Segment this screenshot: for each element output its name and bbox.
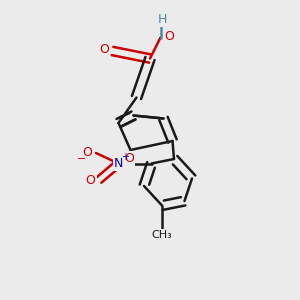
Text: O: O (99, 43, 109, 56)
Text: N: N (114, 157, 123, 170)
Text: O: O (164, 29, 174, 43)
Text: O: O (86, 174, 95, 188)
Text: O: O (124, 152, 134, 165)
Text: +: + (121, 152, 129, 162)
Text: H: H (157, 13, 167, 26)
Text: O: O (83, 146, 92, 159)
Text: CH₃: CH₃ (152, 230, 172, 241)
Text: −: − (77, 154, 86, 164)
